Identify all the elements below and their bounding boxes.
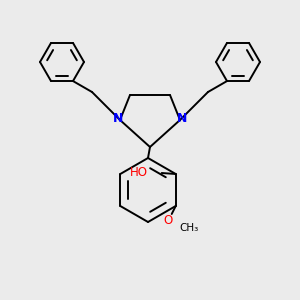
Text: O: O — [163, 214, 172, 226]
Text: CH₃: CH₃ — [180, 223, 199, 233]
Text: N: N — [113, 112, 123, 125]
Text: HO: HO — [130, 166, 148, 178]
Text: N: N — [177, 112, 187, 125]
